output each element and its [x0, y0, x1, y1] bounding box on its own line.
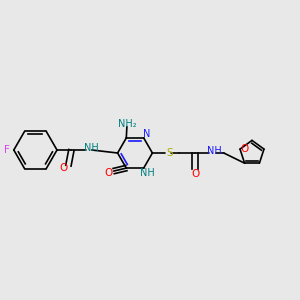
Text: NH₂: NH₂ — [118, 118, 136, 128]
Text: NH: NH — [207, 146, 222, 157]
Text: N: N — [143, 129, 150, 139]
Text: O: O — [104, 168, 112, 178]
Text: NH: NH — [140, 168, 155, 178]
Text: O: O — [241, 144, 249, 154]
Text: S: S — [166, 148, 172, 158]
Text: NH: NH — [84, 143, 99, 153]
Text: O: O — [59, 163, 67, 173]
Text: O: O — [191, 169, 199, 179]
Text: F: F — [4, 145, 10, 155]
